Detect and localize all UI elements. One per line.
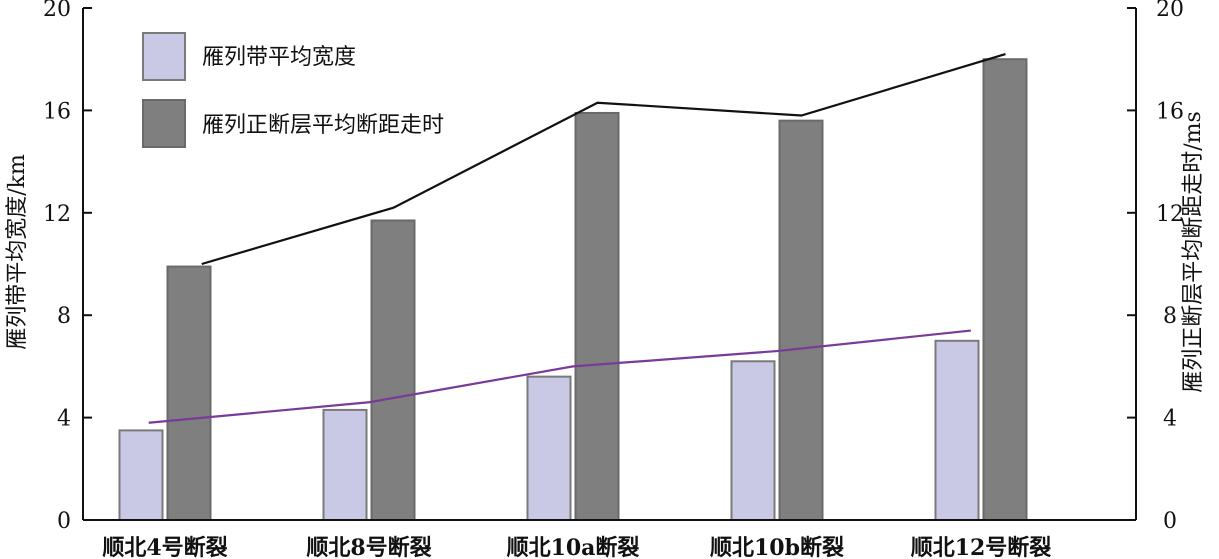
bar-width-4 bbox=[934, 339, 980, 521]
y-axis-right-title: 雁列正断层平均断距走时/ms bbox=[1181, 111, 1206, 393]
bar-throw-1 bbox=[370, 219, 416, 521]
y-left-tick-label: 20 bbox=[43, 0, 71, 22]
bar-throw-0 bbox=[166, 265, 212, 521]
trend-lines-group bbox=[148, 53, 1006, 424]
category-labels-group: 顺北4号断裂 顺北8号断裂 顺北10a断裂 顺北10b断裂 顺北12号断裂 bbox=[102, 535, 1051, 559]
legend: 雁列带平均宽度 雁列正断层平均断距走时 bbox=[142, 32, 444, 148]
y-left-tick-label: 16 bbox=[43, 99, 71, 124]
bar-width-2 bbox=[526, 375, 572, 522]
y-right-tick-label: 8 bbox=[1163, 304, 1177, 329]
category-label-4: 顺北12号断裂 bbox=[911, 535, 1052, 559]
bar-throw-4 bbox=[982, 58, 1028, 521]
y-left-tick-label: 12 bbox=[43, 202, 71, 227]
bars-group bbox=[118, 58, 1028, 522]
y-left-tick-label: 4 bbox=[57, 407, 71, 432]
y-right-tick-label: 12 bbox=[1156, 202, 1184, 227]
y-left-tick-label: 8 bbox=[57, 304, 71, 329]
axes-group bbox=[82, 8, 1137, 521]
throw-trend-line bbox=[201, 53, 1006, 266]
bar-width-3 bbox=[730, 360, 776, 521]
bar-width-0 bbox=[118, 429, 164, 521]
category-label-2: 顺北10a断裂 bbox=[507, 535, 640, 559]
y-right-tick-label: 20 bbox=[1156, 0, 1184, 22]
legend-swatch-throw bbox=[142, 99, 186, 148]
y-left-tick-label: 0 bbox=[57, 509, 71, 534]
ticks-group: 0 0 4 4 8 8 12 12 16 16 20 20 bbox=[43, 0, 1184, 534]
width-trend-line bbox=[148, 329, 971, 424]
bar-throw-2 bbox=[574, 111, 620, 522]
legend-label-throw: 雁列正断层平均断距走时 bbox=[202, 113, 444, 138]
y-axis-left-title: 雁列带平均宽度/km bbox=[5, 154, 30, 350]
y-right-tick-label: 0 bbox=[1163, 509, 1177, 534]
y-right-tick-label: 4 bbox=[1163, 407, 1177, 432]
category-label-3: 顺北10b断裂 bbox=[710, 535, 844, 559]
category-label-0: 顺北4号断裂 bbox=[102, 535, 227, 559]
y-right-tick-label: 16 bbox=[1156, 99, 1184, 124]
bar-throw-3 bbox=[778, 119, 824, 521]
legend-label-width: 雁列带平均宽度 bbox=[202, 45, 356, 70]
legend-swatch-width bbox=[142, 32, 186, 81]
bar-width-1 bbox=[322, 408, 368, 522]
category-label-1: 顺北8号断裂 bbox=[306, 535, 431, 559]
